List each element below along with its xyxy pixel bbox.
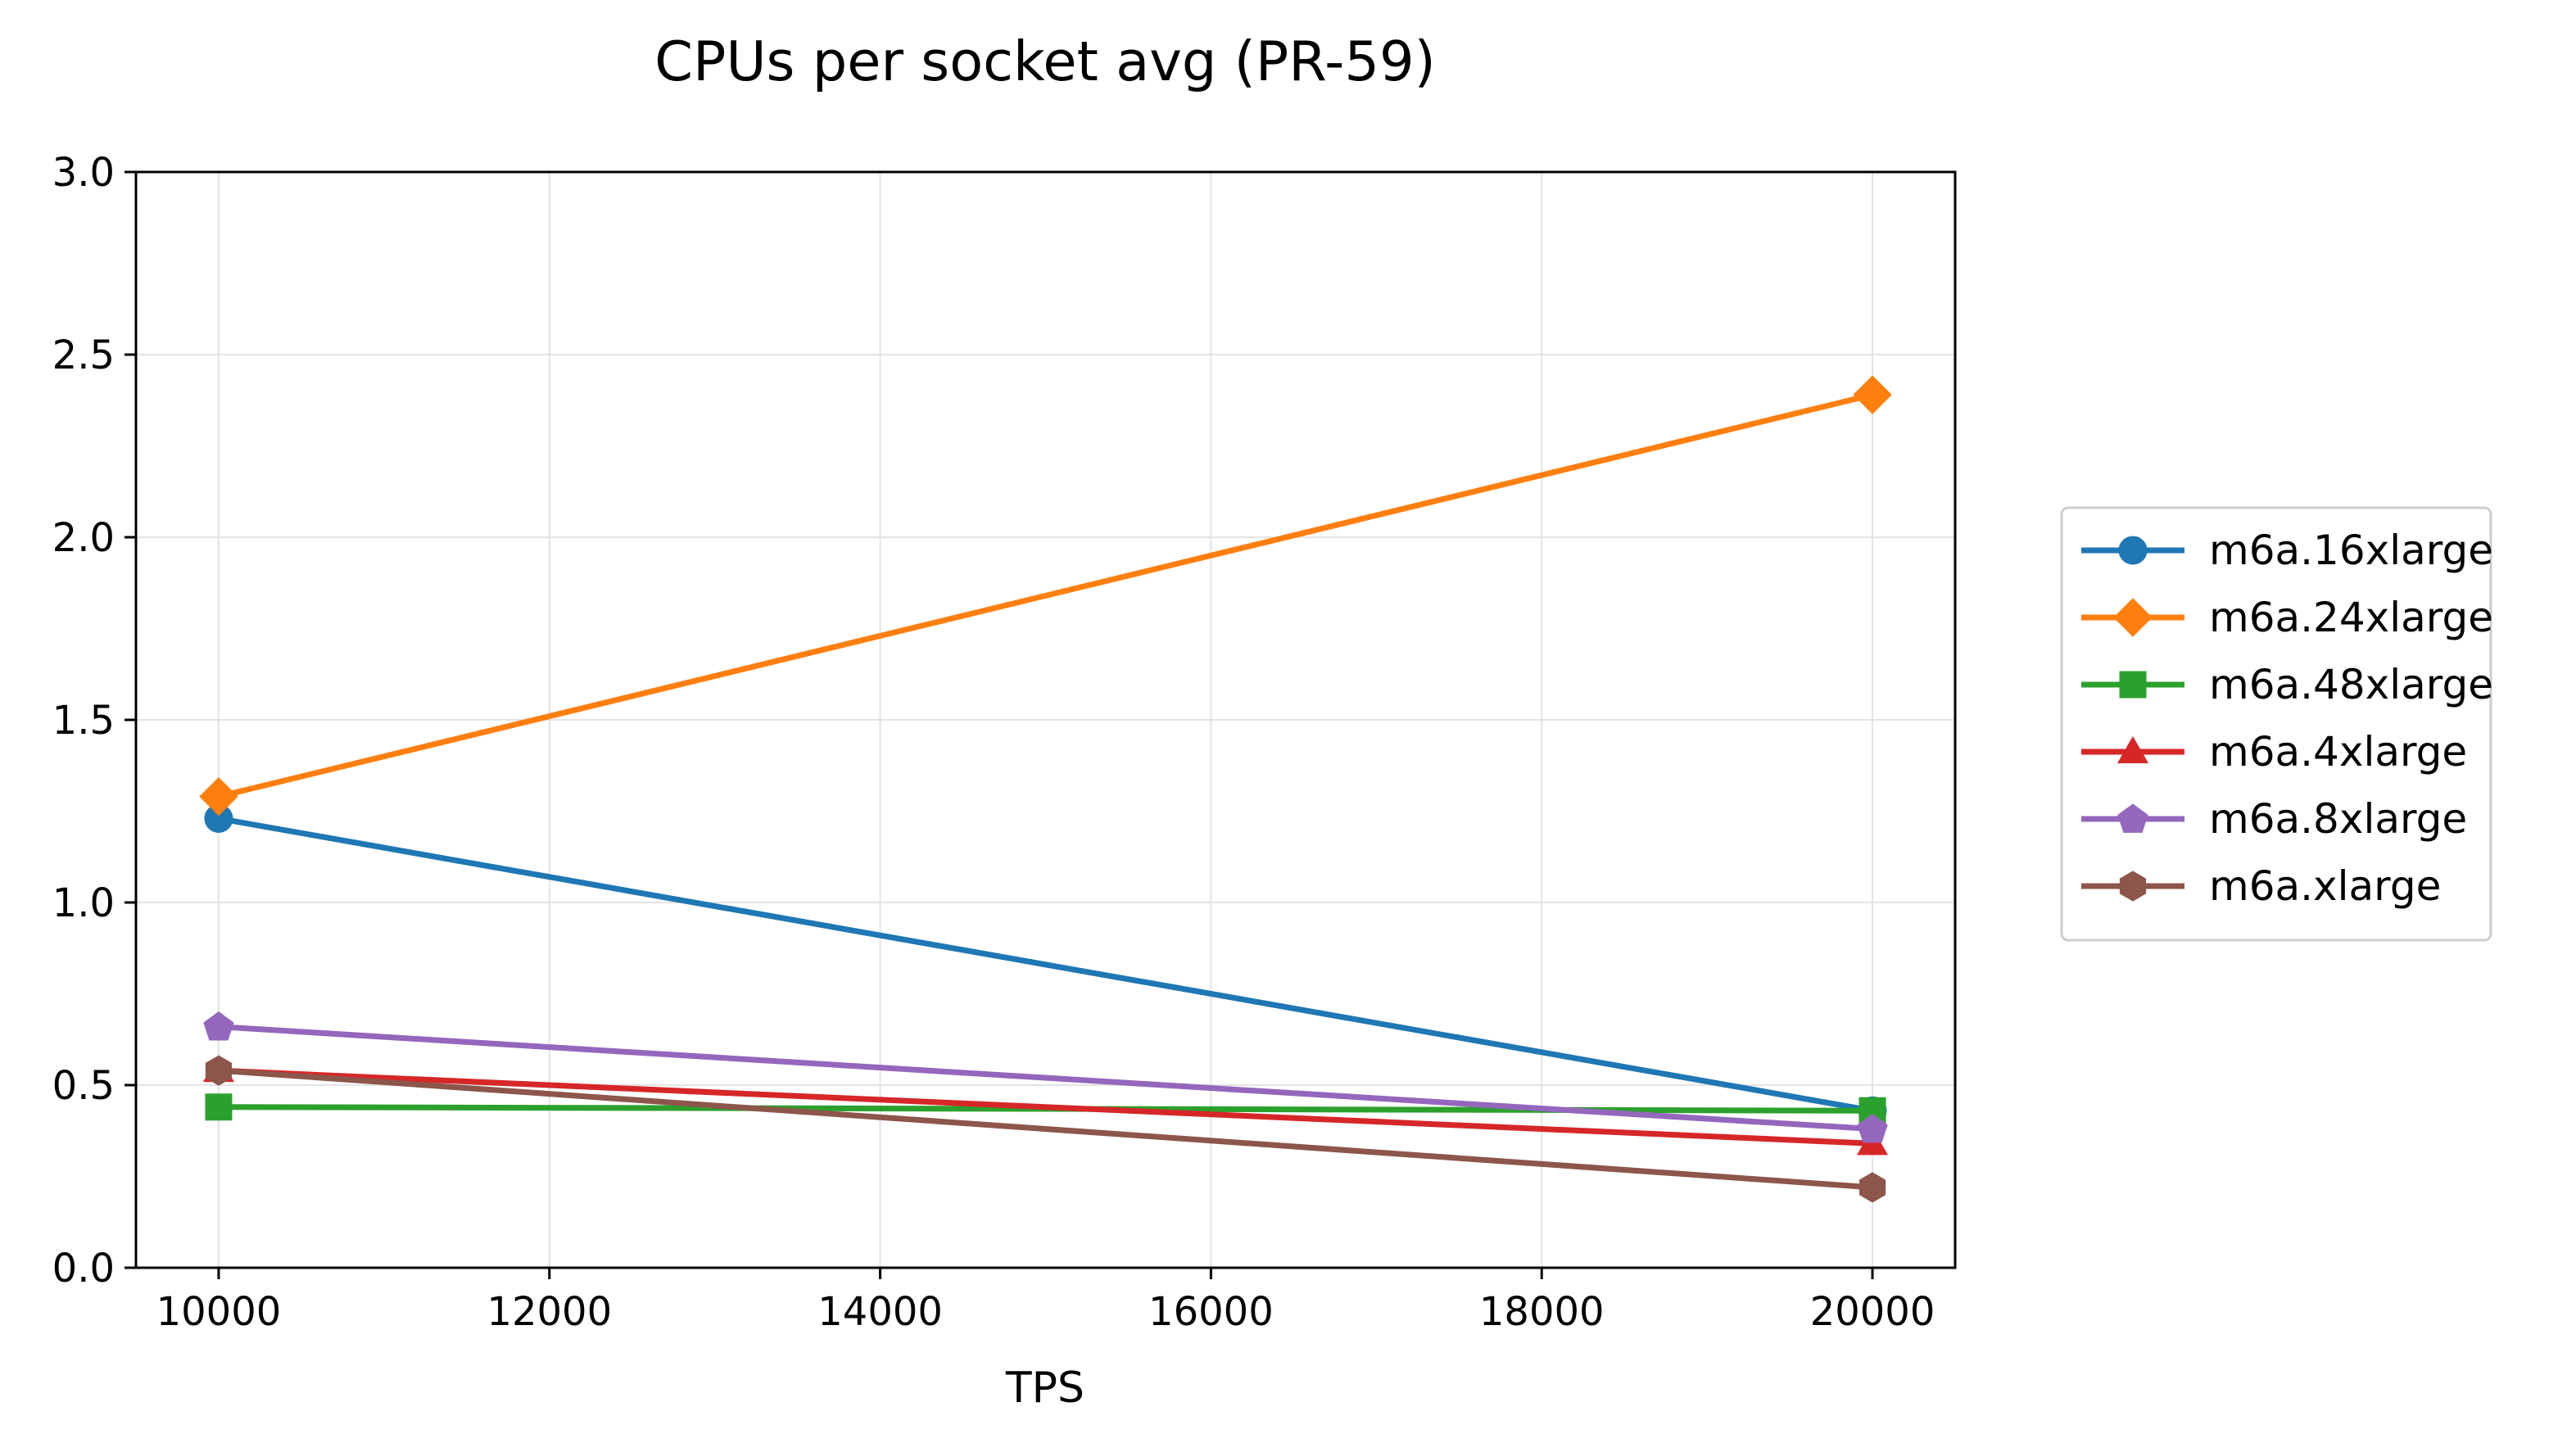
legend-marker [2117,803,2148,833]
legend-entry: m6a.16xlarge [2081,527,2493,574]
y-tick-label: 1.0 [52,880,115,926]
x-axis-title: TPS [1005,1364,1084,1413]
legend-label: m6a.48xlarge [2209,661,2493,708]
legend-entry: m6a.xlarge [2081,862,2441,910]
legend-marker [2119,871,2147,902]
y-tick-label: 2.0 [52,515,115,561]
series-line [215,1023,1876,1133]
legend-entry: m6a.24xlarge [2081,594,2493,641]
legend-marker [2118,536,2148,565]
series-m6a.24xlarge [199,375,1892,816]
x-tick-label: 18000 [1479,1289,1605,1335]
chart-title: CPUs per socket avg (PR-59) [654,29,1435,93]
data-point [203,1011,234,1041]
legend-entry: m6a.8xlarge [2081,795,2467,843]
x-tick-label: 10000 [156,1289,282,1335]
y-tick-label: 0.5 [52,1063,115,1109]
axis-ticks: 10000 12000 14000 16000 18000 20000 0.0 0.5 1.0 1… [52,150,1935,1335]
data-point [1858,1172,1886,1203]
y-tick-label: 2.5 [52,332,115,378]
legend-label: m6a.4xlarge [2209,728,2467,776]
data-point [205,1093,233,1121]
legend-label: m6a.8xlarge [2209,795,2467,843]
data-point [1857,1113,1888,1143]
y-tick-label: 3.0 [52,150,115,196]
legend: m6a.16xlarge m6a.24xlarge m6a.48xlarge m6a.… [2060,506,2493,942]
y-tick-label: 0.0 [52,1246,115,1291]
x-tick-label: 16000 [1148,1289,1274,1335]
legend-marker [2119,671,2147,699]
series-line [215,1067,1876,1147]
series-line [215,815,1877,1115]
legend-label: m6a.xlarge [2209,862,2441,910]
series-line [215,391,1877,800]
x-tick-label: 20000 [1810,1289,1935,1335]
legend-marker [2113,598,2153,637]
series-layer [199,375,1892,1203]
legend-entry: m6a.4xlarge [2081,728,2467,776]
series-line [215,1067,1876,1191]
grid-lines [136,171,1955,1269]
series-m6a.8xlarge [203,1011,1888,1143]
data-point [1853,375,1892,414]
y-tick-label: 1.5 [52,698,115,744]
legend-entry: m6a.48xlarge [2081,661,2493,708]
legend-label: m6a.24xlarge [2209,594,2493,641]
x-tick-label: 12000 [487,1289,612,1335]
x-tick-label: 14000 [817,1289,943,1335]
legend-marker [2116,736,2149,763]
series-m6a.xlarge [205,1055,1886,1203]
data-point [199,776,238,816]
legend-label: m6a.16xlarge [2209,527,2493,574]
data-point [205,1055,233,1086]
